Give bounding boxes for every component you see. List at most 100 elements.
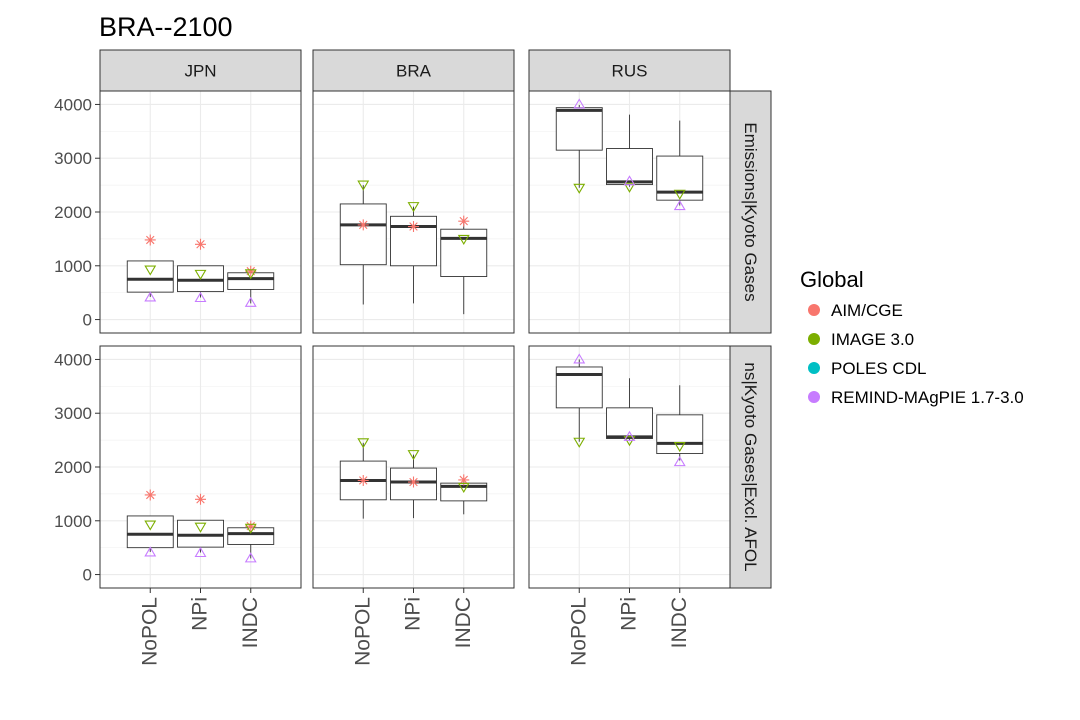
legend: Global AIM/CGE IMAGE 3.0 POLES CDL REMIND-MA… bbox=[800, 267, 1024, 407]
point-image-3-0 bbox=[407, 202, 420, 213]
point-image-3-0 bbox=[623, 436, 636, 447]
legend-key-poles-cdl bbox=[808, 362, 820, 374]
point-aim-cge bbox=[408, 221, 419, 233]
point-image-3-0 bbox=[244, 523, 257, 534]
panel-jpn-row2 bbox=[99, 345, 302, 589]
point-image-3-0 bbox=[357, 438, 370, 449]
box-nopol bbox=[555, 107, 603, 151]
panel-border bbox=[528, 90, 731, 334]
panel-bra-row1 bbox=[312, 90, 515, 334]
panel-jpn-row1 bbox=[99, 90, 302, 334]
box-npi bbox=[177, 519, 224, 548]
point-image-3-0 bbox=[244, 269, 257, 280]
point-remind-magpie-1-7-3-0 bbox=[573, 98, 586, 109]
point-image-3-0 bbox=[573, 437, 586, 448]
point-aim-cge bbox=[245, 265, 257, 277]
y-axis-tick-label: 0 bbox=[83, 566, 92, 585]
point-aim-cge bbox=[245, 520, 257, 532]
point-aim-cge bbox=[357, 474, 369, 486]
y-axis-tick-label: 3000 bbox=[54, 404, 92, 423]
column-strip-label: BRA bbox=[396, 62, 432, 81]
point-image-3-0 bbox=[194, 269, 207, 280]
panel-rus-row1 bbox=[528, 90, 731, 334]
box-indc bbox=[656, 414, 704, 455]
y-axis-tick-label: 2000 bbox=[54, 458, 92, 477]
panels-layer: JPN BRA RUS Emissions|Kyoto Gases ns|Kyoto G… bbox=[54, 49, 772, 666]
point-image-3-0 bbox=[673, 189, 686, 200]
point-image-3-0 bbox=[144, 265, 157, 276]
point-remind-magpie-1-7-3-0 bbox=[144, 546, 157, 557]
column-strip-rus bbox=[528, 49, 731, 92]
point-remind-magpie-1-7-3-0 bbox=[194, 291, 207, 303]
point-aim-cge bbox=[408, 476, 419, 488]
y-axis-tick-label: 0 bbox=[83, 311, 92, 330]
point-image-3-0 bbox=[623, 182, 636, 193]
x-axis-tick-label: NPi bbox=[402, 597, 425, 631]
legend-key-remind-magpie-1-7-3-0 bbox=[808, 391, 820, 403]
legend-label: IMAGE 3.0 bbox=[831, 330, 914, 349]
point-remind-magpie-1-7-3-0 bbox=[244, 552, 257, 563]
legend-label: AIM/CGE bbox=[831, 301, 903, 320]
box-indc bbox=[440, 228, 488, 277]
box-nopol bbox=[339, 203, 387, 266]
point-remind-magpie-1-7-3-0 bbox=[573, 353, 586, 364]
point-aim-cge bbox=[458, 215, 470, 227]
point-image-3-0 bbox=[144, 520, 157, 531]
column-strip-jpn bbox=[99, 49, 302, 92]
point-image-3-0 bbox=[357, 180, 370, 191]
y-axis-tick-label: 3000 bbox=[54, 149, 92, 168]
x-axis-tick-label: NoPOL bbox=[567, 597, 590, 666]
y-axis-tick-label: 4000 bbox=[54, 350, 92, 369]
point-remind-magpie-1-7-3-0 bbox=[144, 291, 157, 302]
row-strip-label: ns|Kyoto Gases|Excl. AFOL bbox=[741, 362, 760, 571]
legend-title: Global bbox=[800, 267, 864, 292]
point-remind-magpie-1-7-3-0 bbox=[244, 296, 257, 307]
column-strip-bra bbox=[312, 49, 515, 92]
point-aim-cge bbox=[357, 219, 369, 231]
x-axis-tick-label: NoPOL bbox=[138, 597, 161, 666]
row-strip-1 bbox=[729, 90, 772, 334]
point-image-3-0 bbox=[194, 522, 207, 533]
x-axis-tick-label: NoPOL bbox=[351, 597, 374, 666]
point-aim-cge bbox=[144, 489, 156, 501]
row-strip-label: Emissions|Kyoto Gases bbox=[741, 122, 760, 301]
point-aim-cge bbox=[458, 474, 470, 486]
point-remind-magpie-1-7-3-0 bbox=[673, 456, 686, 467]
x-axis-tick-label: INDC bbox=[452, 597, 475, 648]
point-remind-magpie-1-7-3-0 bbox=[623, 430, 636, 441]
panel-border bbox=[312, 90, 515, 334]
point-image-3-0 bbox=[407, 450, 420, 461]
panel-rus-row2 bbox=[528, 345, 731, 589]
point-remind-magpie-1-7-3-0 bbox=[673, 199, 686, 211]
legend-label: POLES CDL bbox=[831, 359, 926, 378]
y-axis-tick-label: 2000 bbox=[54, 203, 92, 222]
x-axis-tick-label: NPi bbox=[189, 597, 212, 631]
y-axis-tick-label: 1000 bbox=[54, 512, 92, 531]
legend-key-image-3-0 bbox=[808, 333, 820, 345]
y-axis-tick-label: 4000 bbox=[54, 95, 92, 114]
x-axis-tick-label: NPi bbox=[618, 597, 641, 631]
column-strip-label: RUS bbox=[612, 62, 648, 81]
y-axis-tick-label: 1000 bbox=[54, 257, 92, 276]
x-axis-tick-label: INDC bbox=[668, 597, 691, 648]
box-npi bbox=[606, 148, 653, 186]
point-image-3-0 bbox=[457, 482, 470, 494]
point-image-3-0 bbox=[573, 183, 586, 194]
chart-title: BRA--2100 bbox=[99, 12, 233, 42]
point-aim-cge bbox=[144, 234, 156, 246]
point-aim-cge bbox=[195, 493, 206, 505]
legend-key-aim-cge bbox=[808, 304, 820, 316]
point-remind-magpie-1-7-3-0 bbox=[623, 175, 636, 186]
row-strip-2 bbox=[729, 345, 772, 589]
column-strip-label: JPN bbox=[184, 62, 216, 81]
point-image-3-0 bbox=[457, 234, 470, 246]
point-image-3-0 bbox=[673, 442, 686, 453]
x-axis-tick-label: INDC bbox=[239, 597, 262, 648]
point-remind-magpie-1-7-3-0 bbox=[194, 546, 207, 558]
box-npi bbox=[390, 467, 437, 501]
point-aim-cge bbox=[195, 238, 206, 250]
panel-bra-row2 bbox=[312, 345, 515, 589]
box-npi bbox=[606, 407, 653, 439]
legend-label: REMIND-MAgPIE 1.7-3.0 bbox=[831, 388, 1024, 407]
